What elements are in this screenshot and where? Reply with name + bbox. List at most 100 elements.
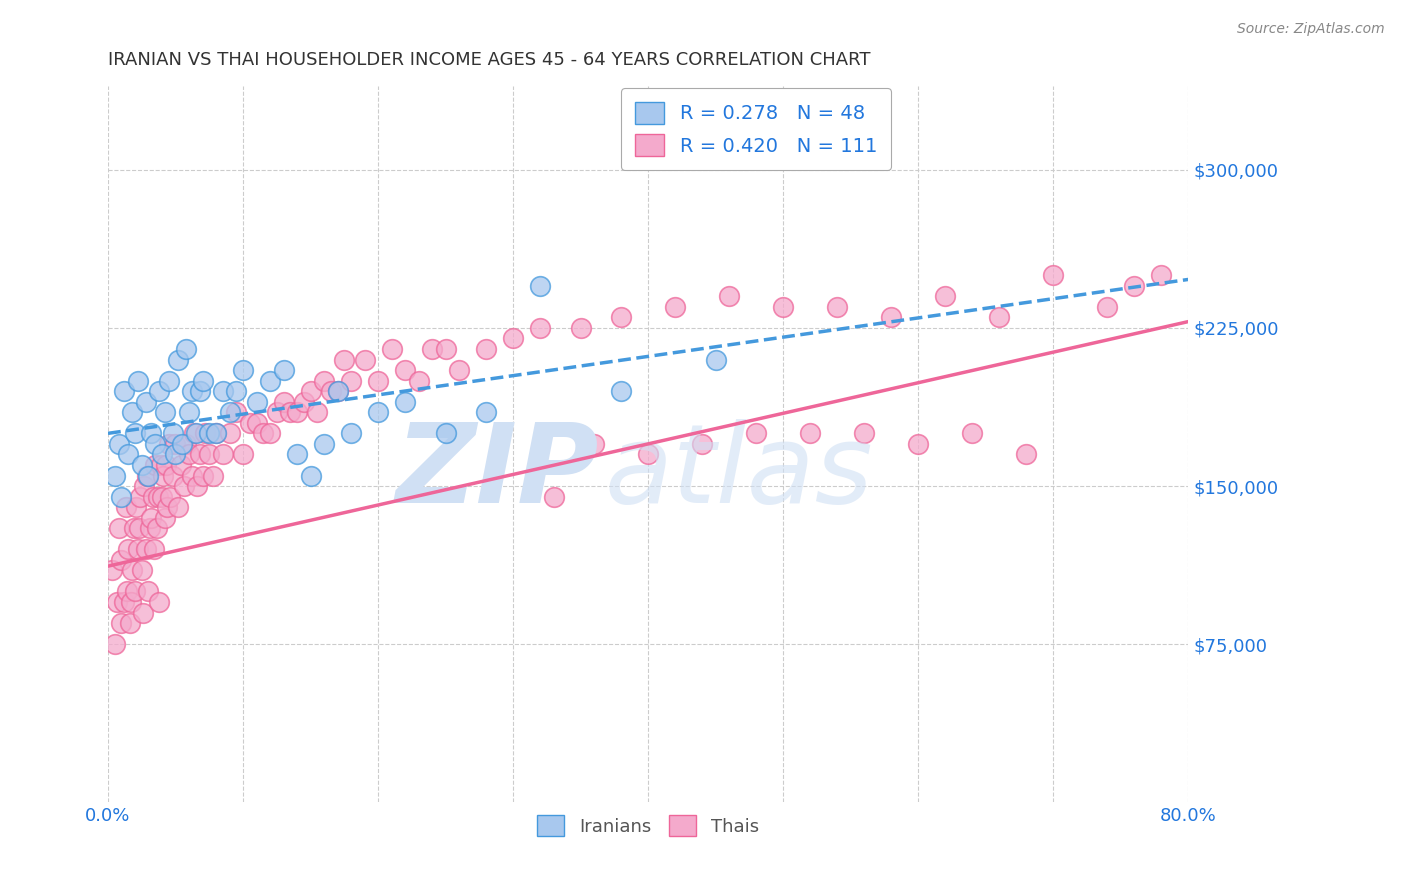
Point bbox=[434, 342, 457, 356]
Point bbox=[150, 490, 173, 504]
Point bbox=[135, 542, 157, 557]
Point bbox=[353, 352, 375, 367]
Point bbox=[132, 606, 155, 620]
Point bbox=[127, 542, 149, 557]
Point bbox=[285, 447, 308, 461]
Point bbox=[1123, 278, 1146, 293]
Point bbox=[853, 426, 876, 441]
Point bbox=[153, 510, 176, 524]
Point bbox=[176, 342, 198, 356]
Point bbox=[367, 374, 389, 388]
Point bbox=[165, 447, 187, 461]
Point bbox=[138, 584, 160, 599]
Point bbox=[188, 447, 211, 461]
Point bbox=[156, 500, 179, 515]
Point bbox=[394, 394, 416, 409]
Point bbox=[194, 426, 217, 441]
Point bbox=[177, 405, 200, 419]
Point bbox=[127, 374, 149, 388]
Point bbox=[610, 310, 633, 325]
Point bbox=[131, 563, 153, 577]
Point bbox=[225, 384, 247, 399]
Point bbox=[718, 289, 741, 303]
Point bbox=[239, 416, 262, 430]
Point bbox=[152, 468, 174, 483]
Point bbox=[124, 584, 146, 599]
Point bbox=[380, 342, 402, 356]
Point bbox=[139, 521, 162, 535]
Text: IRANIAN VS THAI HOUSEHOLDER INCOME AGES 45 - 64 YEARS CORRELATION CHART: IRANIAN VS THAI HOUSEHOLDER INCOME AGES … bbox=[108, 51, 870, 69]
Point bbox=[184, 426, 207, 441]
Point bbox=[121, 563, 143, 577]
Point bbox=[112, 595, 135, 609]
Point bbox=[245, 394, 267, 409]
Point bbox=[1042, 268, 1064, 283]
Point bbox=[704, 352, 727, 367]
Point bbox=[259, 426, 281, 441]
Point bbox=[110, 553, 132, 567]
Point bbox=[145, 521, 167, 535]
Point bbox=[165, 437, 187, 451]
Point bbox=[934, 289, 956, 303]
Point bbox=[772, 300, 794, 314]
Point bbox=[167, 352, 190, 367]
Point bbox=[319, 384, 342, 399]
Point bbox=[502, 331, 524, 345]
Point bbox=[880, 310, 903, 325]
Point bbox=[273, 394, 295, 409]
Point bbox=[134, 479, 156, 493]
Point bbox=[420, 342, 443, 356]
Point bbox=[475, 342, 498, 356]
Point bbox=[299, 384, 322, 399]
Point bbox=[157, 374, 180, 388]
Point bbox=[745, 426, 768, 441]
Point bbox=[610, 384, 633, 399]
Point bbox=[312, 374, 335, 388]
Point bbox=[1150, 268, 1173, 283]
Point bbox=[218, 426, 240, 441]
Point bbox=[142, 542, 165, 557]
Point bbox=[408, 374, 430, 388]
Point bbox=[292, 394, 315, 409]
Point bbox=[155, 458, 177, 472]
Point bbox=[583, 437, 606, 451]
Point bbox=[141, 490, 163, 504]
Point bbox=[148, 384, 170, 399]
Point bbox=[907, 437, 929, 451]
Text: ZIP: ZIP bbox=[396, 419, 599, 526]
Point bbox=[245, 416, 267, 430]
Point bbox=[121, 405, 143, 419]
Point bbox=[149, 458, 172, 472]
Point bbox=[143, 437, 166, 451]
Point bbox=[1095, 300, 1118, 314]
Point bbox=[259, 374, 281, 388]
Point bbox=[529, 321, 551, 335]
Point bbox=[186, 479, 208, 493]
Point bbox=[129, 490, 152, 504]
Point bbox=[136, 468, 159, 483]
Point bbox=[326, 384, 349, 399]
Point bbox=[299, 468, 322, 483]
Point bbox=[664, 300, 686, 314]
Point bbox=[569, 321, 592, 335]
Point bbox=[340, 374, 363, 388]
Point bbox=[162, 426, 184, 441]
Point bbox=[307, 405, 329, 419]
Point bbox=[157, 437, 180, 451]
Point bbox=[285, 405, 308, 419]
Point bbox=[125, 500, 148, 515]
Point bbox=[205, 426, 228, 441]
Point bbox=[232, 447, 254, 461]
Point bbox=[637, 447, 659, 461]
Point bbox=[112, 384, 135, 399]
Point bbox=[333, 352, 356, 367]
Point bbox=[141, 426, 163, 441]
Point bbox=[475, 405, 498, 419]
Point bbox=[394, 363, 416, 377]
Point bbox=[170, 458, 193, 472]
Point bbox=[543, 490, 565, 504]
Point bbox=[211, 447, 233, 461]
Point bbox=[198, 447, 221, 461]
Point bbox=[529, 278, 551, 293]
Point bbox=[118, 616, 141, 631]
